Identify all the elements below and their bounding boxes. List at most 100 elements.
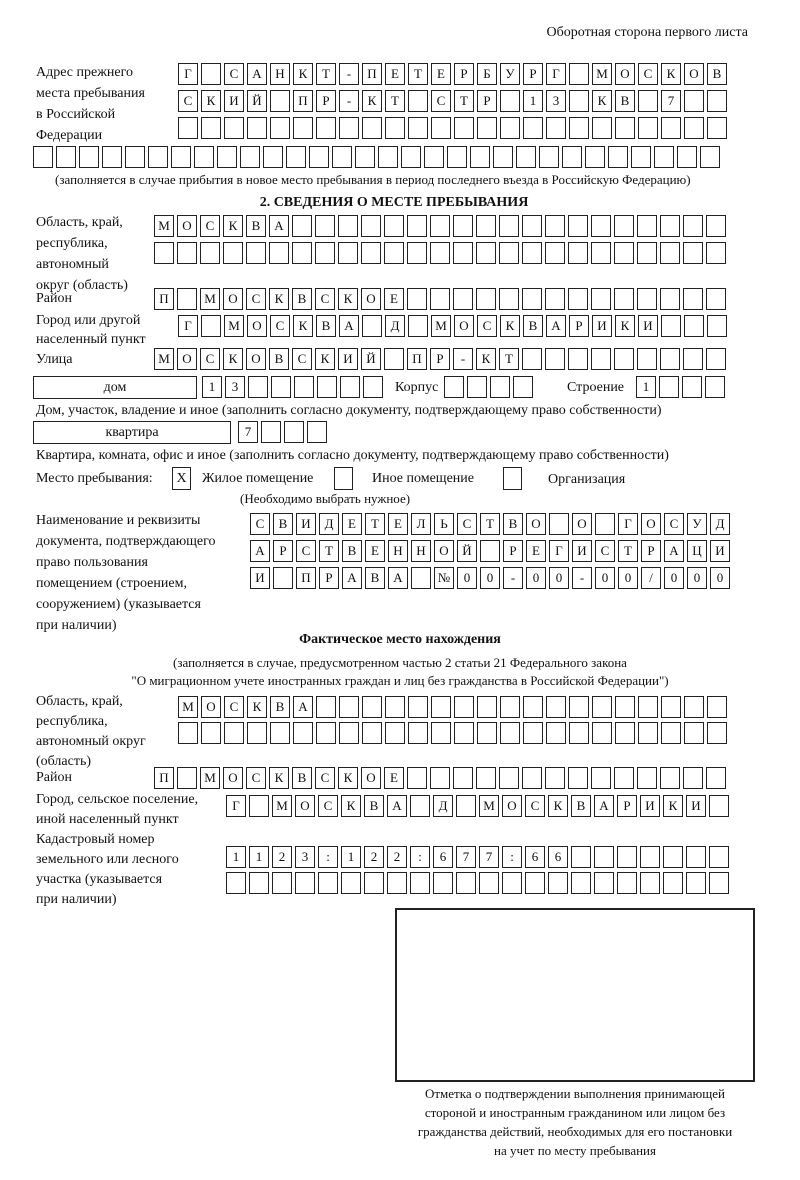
char-cell[interactable] [706, 348, 726, 370]
char-cell[interactable] [523, 722, 543, 744]
char-cell[interactable]: 0 [526, 567, 546, 589]
char-cell[interactable]: М [200, 288, 220, 310]
char-cell[interactable] [545, 288, 565, 310]
char-cell[interactable] [569, 722, 589, 744]
char-cell[interactable] [102, 146, 122, 168]
char-cell[interactable] [568, 348, 588, 370]
char-cell[interactable]: А [269, 215, 289, 237]
char-cell[interactable]: Т [480, 513, 500, 535]
char-cell[interactable] [178, 117, 198, 139]
char-cell[interactable] [631, 146, 651, 168]
char-cell[interactable]: В [571, 795, 591, 817]
char-cell[interactable]: 2 [272, 846, 292, 868]
char-cell[interactable] [261, 421, 281, 443]
char-cell[interactable] [592, 696, 612, 718]
char-cell[interactable]: А [387, 795, 407, 817]
char-cell[interactable]: К [548, 795, 568, 817]
char-cell[interactable] [385, 117, 405, 139]
char-cell[interactable] [683, 348, 703, 370]
char-cell[interactable]: Г [178, 315, 198, 337]
char-cell[interactable] [217, 146, 237, 168]
char-cell[interactable]: Ц [687, 540, 707, 562]
char-cell[interactable]: О [361, 767, 381, 789]
flat-number-row[interactable]: 7 [238, 421, 327, 443]
char-cell[interactable]: Ь [434, 513, 454, 535]
char-cell[interactable]: С [296, 540, 316, 562]
house-type-field[interactable]: дом [33, 376, 197, 399]
char-cell[interactable] [493, 146, 513, 168]
char-cell[interactable] [700, 146, 720, 168]
char-cell[interactable]: Т [319, 540, 339, 562]
char-cell[interactable]: 1 [523, 90, 543, 112]
char-cell[interactable] [477, 117, 497, 139]
char-cell[interactable] [292, 242, 312, 264]
char-cell[interactable]: Е [385, 63, 405, 85]
char-cell[interactable] [661, 315, 681, 337]
char-cell[interactable]: 1 [249, 846, 269, 868]
char-cell[interactable] [226, 872, 246, 894]
char-cell[interactable]: К [338, 767, 358, 789]
char-cell[interactable]: С [246, 767, 266, 789]
char-cell[interactable] [56, 146, 76, 168]
char-cell[interactable]: С [431, 90, 451, 112]
char-cell[interactable] [361, 242, 381, 264]
char-cell[interactable]: Е [384, 288, 404, 310]
char-cell[interactable]: И [572, 540, 592, 562]
char-cell[interactable] [477, 696, 497, 718]
char-cell[interactable]: П [293, 90, 313, 112]
char-cell[interactable] [362, 722, 382, 744]
char-cell[interactable]: М [154, 348, 174, 370]
char-cell[interactable] [661, 117, 681, 139]
char-cell[interactable] [444, 376, 464, 398]
char-cell[interactable]: - [339, 90, 359, 112]
char-cell[interactable] [318, 872, 338, 894]
char-cell[interactable] [684, 315, 704, 337]
char-cell[interactable] [638, 696, 658, 718]
char-cell[interactable] [522, 348, 542, 370]
char-cell[interactable]: А [247, 63, 267, 85]
char-cell[interactable] [500, 117, 520, 139]
char-cell[interactable]: Г [546, 63, 566, 85]
char-cell[interactable] [640, 872, 660, 894]
char-cell[interactable] [545, 348, 565, 370]
char-cell[interactable]: Л [411, 513, 431, 535]
char-cell[interactable] [683, 288, 703, 310]
char-cell[interactable]: Р [477, 90, 497, 112]
char-cell[interactable] [660, 215, 680, 237]
char-cell[interactable] [614, 215, 634, 237]
prev-address-row-4[interactable] [33, 146, 720, 168]
char-cell[interactable]: Т [408, 63, 428, 85]
char-cell[interactable] [499, 767, 519, 789]
char-cell[interactable]: К [293, 315, 313, 337]
char-cell[interactable] [407, 288, 427, 310]
char-cell[interactable]: К [201, 90, 221, 112]
char-cell[interactable] [408, 696, 428, 718]
char-cell[interactable] [659, 376, 679, 398]
char-cell[interactable] [332, 146, 352, 168]
char-cell[interactable]: К [247, 696, 267, 718]
char-cell[interactable] [286, 146, 306, 168]
char-cell[interactable] [263, 146, 283, 168]
char-cell[interactable]: В [365, 567, 385, 589]
char-cell[interactable]: Т [499, 348, 519, 370]
char-cell[interactable] [707, 117, 727, 139]
char-cell[interactable] [177, 767, 197, 789]
char-cell[interactable] [686, 872, 706, 894]
char-cell[interactable]: Б [477, 63, 497, 85]
char-cell[interactable] [79, 146, 99, 168]
char-cell[interactable]: О [615, 63, 635, 85]
char-cell[interactable]: 7 [661, 90, 681, 112]
char-cell[interactable]: О [223, 767, 243, 789]
char-cell[interactable] [430, 215, 450, 237]
char-cell[interactable]: С [315, 767, 335, 789]
char-cell[interactable] [338, 242, 358, 264]
char-cell[interactable] [709, 795, 729, 817]
char-cell[interactable] [500, 696, 520, 718]
char-cell[interactable] [317, 376, 337, 398]
char-cell[interactable]: Т [454, 90, 474, 112]
char-cell[interactable]: 2 [387, 846, 407, 868]
char-cell[interactable] [385, 722, 405, 744]
char-cell[interactable] [617, 846, 637, 868]
